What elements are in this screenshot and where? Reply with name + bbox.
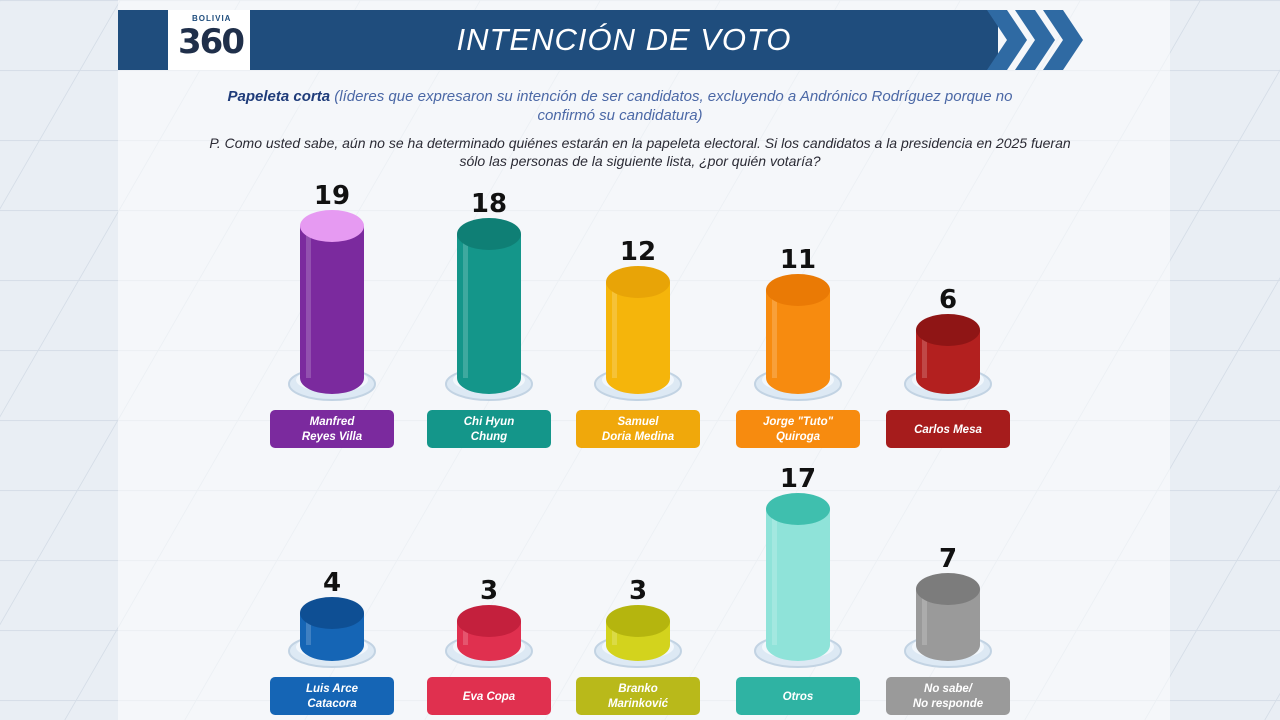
- logo-text: BOLIVIA: [192, 14, 232, 23]
- bar: [766, 290, 830, 394]
- bar-highlight: [306, 226, 311, 378]
- chart-subtitle: Papeleta corta (líderes que expresaron s…: [200, 87, 1040, 125]
- header-banner: [118, 10, 998, 70]
- bar-group: 12 Samuel Doria Medina: [576, 237, 700, 448]
- category-label: Jorge "Tuto": [763, 416, 834, 428]
- data-label: 3: [629, 576, 647, 606]
- bar-highlight: [306, 613, 311, 645]
- bar-group: 19 Manfred Reyes Villa: [270, 181, 394, 448]
- bar-group: 18 Chi Hyun Chung: [427, 189, 551, 448]
- category-label: Marinković: [608, 698, 669, 710]
- bar-top: [766, 274, 830, 306]
- category-label: Quiroga: [776, 431, 821, 443]
- data-label: 6: [939, 285, 957, 315]
- category-label-box: [736, 410, 860, 448]
- bar-top: [300, 597, 364, 629]
- bar-group: 11 Jorge "Tuto" Quiroga: [736, 245, 860, 448]
- category-label: Samuel: [618, 416, 660, 428]
- bar-group: 17 Otros: [736, 464, 860, 715]
- chevron-right-icon: [987, 10, 1083, 70]
- category-label: Chi Hyun: [464, 416, 514, 428]
- bar-group: 3 Branko Marinković: [576, 576, 700, 715]
- logo-number: 360: [178, 22, 245, 62]
- bar-top: [606, 266, 670, 298]
- bar-top: [606, 605, 670, 637]
- bar-group: 3 Eva Copa: [427, 576, 551, 715]
- category-label-box: [427, 677, 551, 715]
- category-label: Manfred: [310, 416, 356, 428]
- bar-highlight: [922, 589, 927, 645]
- subtitle-text: (líderes que expresaron su intención de …: [334, 88, 1013, 124]
- category-label-box: [270, 410, 394, 448]
- category-label: Carlos Mesa: [914, 424, 982, 436]
- category-label: No sabe/: [924, 683, 974, 695]
- bar-top: [916, 314, 980, 346]
- data-label: 4: [323, 568, 341, 598]
- category-label: Luis Arce: [306, 683, 359, 695]
- category-label: Branko: [618, 683, 658, 695]
- category-label-box: [886, 677, 1010, 715]
- category-label: No responde: [913, 698, 984, 710]
- data-label: 12: [620, 237, 656, 267]
- category-label-box: [576, 677, 700, 715]
- bar: [916, 330, 980, 394]
- subtitle-bold: Papeleta corta: [227, 88, 331, 105]
- category-label: Eva Copa: [463, 691, 516, 703]
- bar-top: [457, 218, 521, 250]
- logo: [168, 10, 250, 70]
- bar: [916, 589, 980, 661]
- bar-highlight: [612, 282, 617, 378]
- data-label: 11: [780, 245, 816, 275]
- bar-highlight: [772, 509, 777, 645]
- category-label: Chung: [471, 431, 507, 443]
- category-label: Doria Medina: [602, 431, 675, 443]
- data-label: 19: [314, 181, 350, 211]
- category-label-box: [270, 677, 394, 715]
- bar: [606, 282, 670, 394]
- bar-highlight: [612, 621, 617, 645]
- data-label: 17: [780, 464, 816, 494]
- page-title: INTENCIÓN DE VOTO: [456, 22, 792, 57]
- category-label-box: [736, 677, 860, 715]
- bar-top: [916, 573, 980, 605]
- category-label: Catacora: [307, 698, 357, 710]
- bar-top: [457, 605, 521, 637]
- bar-group: 7 No sabe/No responde: [886, 544, 1010, 715]
- bar: [300, 226, 364, 394]
- category-label: Otros: [783, 691, 814, 703]
- bar-top: [766, 493, 830, 525]
- survey-question: P. Como usted sabe, aún no se ha determi…: [209, 135, 1071, 169]
- category-label: Reyes Villa: [302, 431, 363, 443]
- bar: [766, 509, 830, 661]
- category-label-box: [576, 410, 700, 448]
- bar-top: [300, 210, 364, 242]
- bar-highlight: [463, 234, 468, 378]
- bar-group: 6 Carlos Mesa: [886, 285, 1010, 448]
- data-label: 3: [480, 576, 498, 606]
- category-label-box: [427, 410, 551, 448]
- bar-group: 4 Luis Arce Catacora: [270, 568, 394, 715]
- data-label: 7: [939, 544, 957, 574]
- bar-highlight: [772, 290, 777, 378]
- data-label: 18: [471, 189, 507, 219]
- bar: [457, 234, 521, 394]
- bar-highlight: [922, 330, 927, 378]
- bar-highlight: [463, 621, 468, 645]
- category-label-box: [886, 410, 1010, 448]
